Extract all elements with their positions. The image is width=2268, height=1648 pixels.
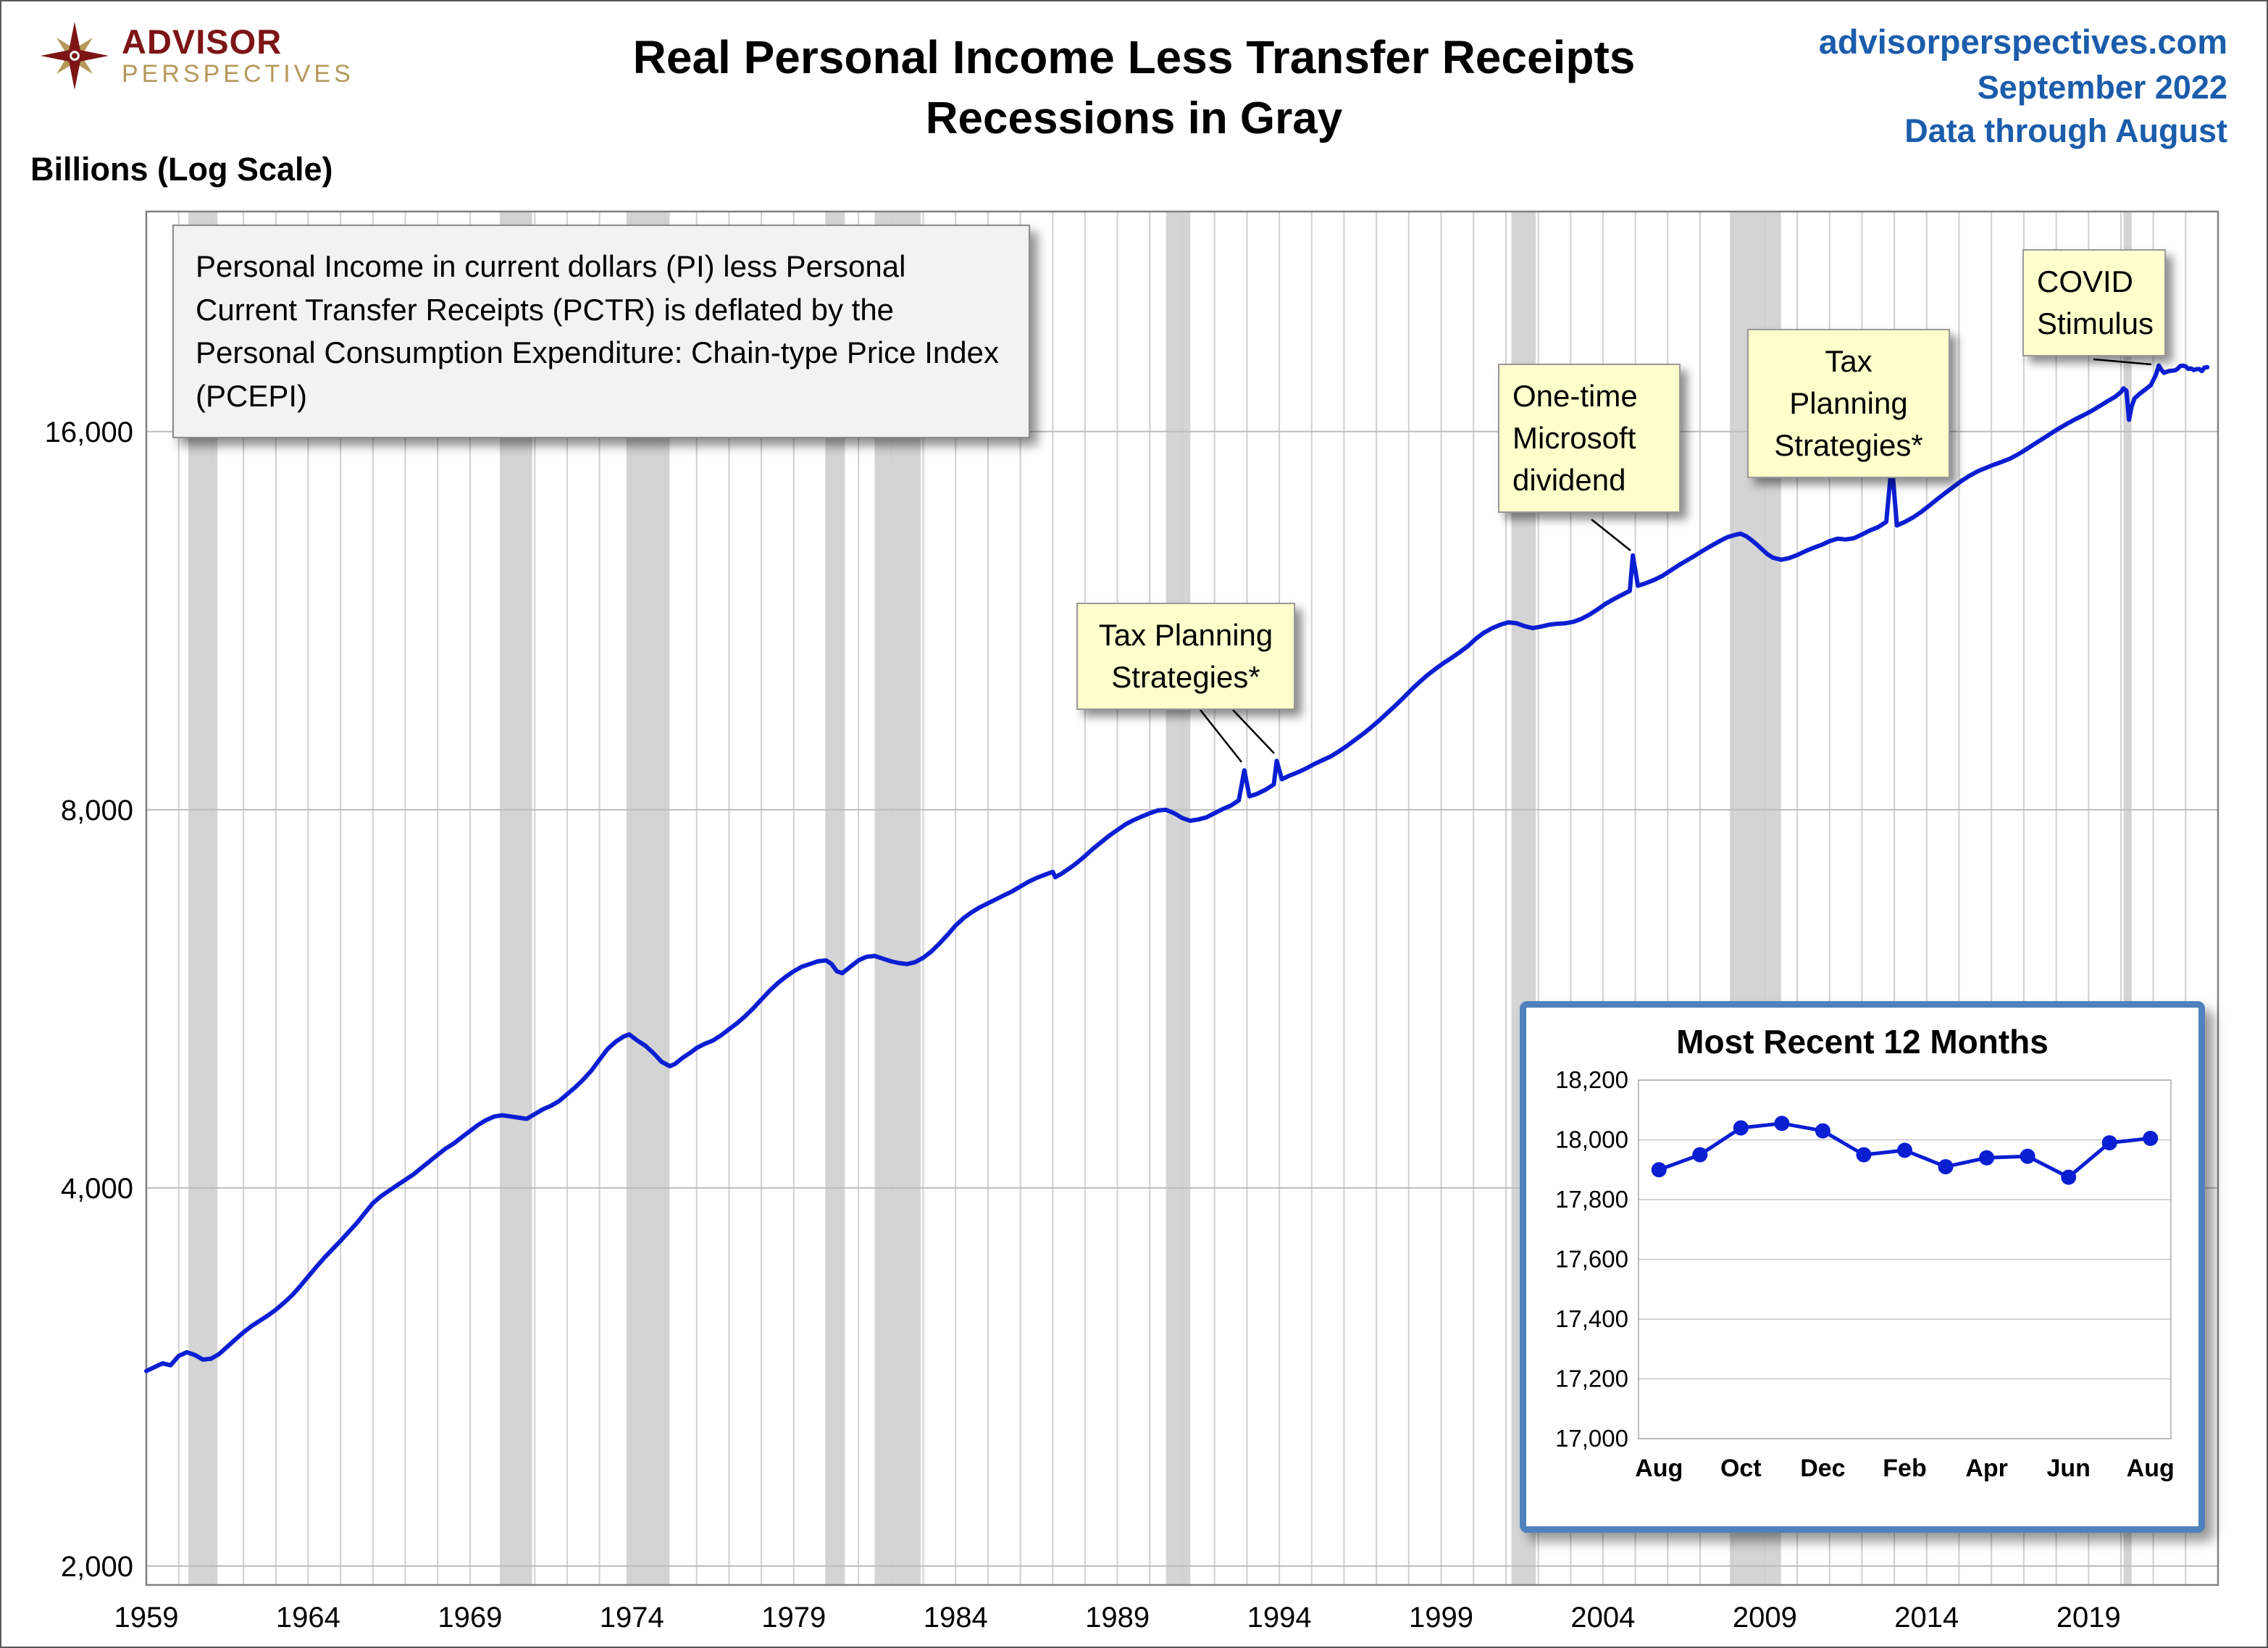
callout-tax-planning-2: Tax Planning Strategies* <box>1747 329 1950 478</box>
svg-text:Feb: Feb <box>1883 1455 1926 1482</box>
logo-perspectives-text: PERSPECTIVES <box>122 60 354 88</box>
page-title-line1: Real Personal Income Less Transfer Recei… <box>632 31 1636 83</box>
plot-border <box>145 210 2219 1586</box>
source-website: advisorperspectives.com <box>1818 22 2227 61</box>
inset-gridlines <box>1639 1079 2171 1439</box>
inset-x-axis-labels: Aug Oct Dec Feb Apr Jun Aug <box>1635 1455 2174 1482</box>
source-data-note: Data through August <box>1904 112 2227 149</box>
svg-text:18,200: 18,200 <box>1555 1066 1628 1093</box>
svg-text:4,000: 4,000 <box>61 1173 133 1205</box>
svg-text:2,000: 2,000 <box>61 1551 133 1583</box>
svg-text:17,000: 17,000 <box>1555 1425 1628 1452</box>
logo-advisor-text: ADVISOR <box>122 22 283 61</box>
svg-text:8,000: 8,000 <box>61 795 133 827</box>
svg-text:Jun: Jun <box>2046 1455 2090 1482</box>
inset-y-axis-labels: 17,000 17,200 17,400 17,600 17,800 18,000 18,2… <box>1555 1066 1628 1452</box>
inset-plot-border <box>1638 1079 2172 1439</box>
callout-covid-stimulus: COVID Stimulus <box>2022 249 2166 356</box>
svg-text:2009: 2009 <box>1733 1602 1797 1634</box>
callout-line: dividend <box>1512 462 1626 497</box>
svg-text:Dec: Dec <box>1800 1455 1845 1482</box>
y-axis-tick-labels: 2,000 4,000 8,000 16,000 <box>45 417 133 1583</box>
svg-text:1959: 1959 <box>114 1602 179 1634</box>
callout-tax-planning-1: Tax Planning Strategies* <box>1076 603 1295 710</box>
main-series-line <box>144 363 2210 1373</box>
callout-line: Stimulus <box>2037 306 2154 340</box>
callout-line: Tax Planning <box>1098 618 1273 652</box>
svg-text:1994: 1994 <box>1247 1602 1312 1634</box>
inset-chart-panel: 17,000 17,200 17,400 17,600 17,800 18,000 18,2… <box>1520 1001 2205 1533</box>
methodology-note-box: Personal Income in current dollars (PI) … <box>172 225 1030 438</box>
x-axis-tick-labels: 1959 1964 1969 1974 1979 1984 1989 1994 1999 2004… <box>114 1602 2121 1634</box>
svg-text:Aug: Aug <box>1635 1455 1683 1482</box>
callout-line: Tax Planning <box>1789 344 1908 420</box>
svg-text:1964: 1964 <box>276 1602 340 1634</box>
svg-text:1984: 1984 <box>924 1602 988 1634</box>
compass-star-icon <box>40 21 109 91</box>
logo-text: ADVISOR PERSPECTIVES <box>122 24 354 88</box>
source-attribution: advisorperspectives.com September 2022 D… <box>1819 22 2227 150</box>
svg-text:2014: 2014 <box>1894 1602 1959 1634</box>
svg-text:Aug: Aug <box>2127 1455 2175 1482</box>
svg-text:18,000: 18,000 <box>1555 1126 1628 1153</box>
inset-chart-title: Most Recent 12 Months <box>1676 1023 2049 1061</box>
svg-text:1999: 1999 <box>1409 1602 1473 1634</box>
page-title-line2: Recessions in Gray <box>925 93 1343 143</box>
svg-text:Oct: Oct <box>1720 1455 1762 1482</box>
svg-text:1979: 1979 <box>761 1602 826 1634</box>
source-date: September 2022 <box>1977 69 2227 106</box>
callout-line: Strategies* <box>1774 427 1923 462</box>
callout-line: COVID <box>2037 264 2134 298</box>
svg-text:17,800: 17,800 <box>1555 1186 1628 1213</box>
svg-text:16,000: 16,000 <box>45 417 133 448</box>
svg-text:2004: 2004 <box>1570 1602 1635 1634</box>
svg-text:Apr: Apr <box>1965 1455 2008 1482</box>
callout-line: Strategies* <box>1111 659 1260 694</box>
page-title: Real Personal Income Less Transfer Recei… <box>633 30 1636 144</box>
callout-microsoft-dividend: One-time Microsoft dividend <box>1498 364 1681 513</box>
svg-text:17,600: 17,600 <box>1555 1246 1628 1273</box>
svg-text:17,400: 17,400 <box>1555 1305 1628 1332</box>
callout-line: Microsoft <box>1512 420 1636 455</box>
y-axis-caption: Billions (Log Scale) <box>30 151 333 188</box>
callout-line: One-time <box>1512 379 1638 413</box>
svg-text:1974: 1974 <box>600 1602 664 1634</box>
svg-text:1989: 1989 <box>1085 1602 1150 1634</box>
inset-chart: 17,000 17,200 17,400 17,600 17,800 18,000 18,2… <box>1555 1066 2175 1482</box>
advisor-perspectives-logo: ADVISOR PERSPECTIVES <box>39 20 354 91</box>
svg-text:2019: 2019 <box>2056 1602 2121 1634</box>
svg-text:17,200: 17,200 <box>1555 1365 1628 1392</box>
inset-series-markers <box>1651 1116 2159 1185</box>
svg-text:1969: 1969 <box>438 1602 502 1634</box>
